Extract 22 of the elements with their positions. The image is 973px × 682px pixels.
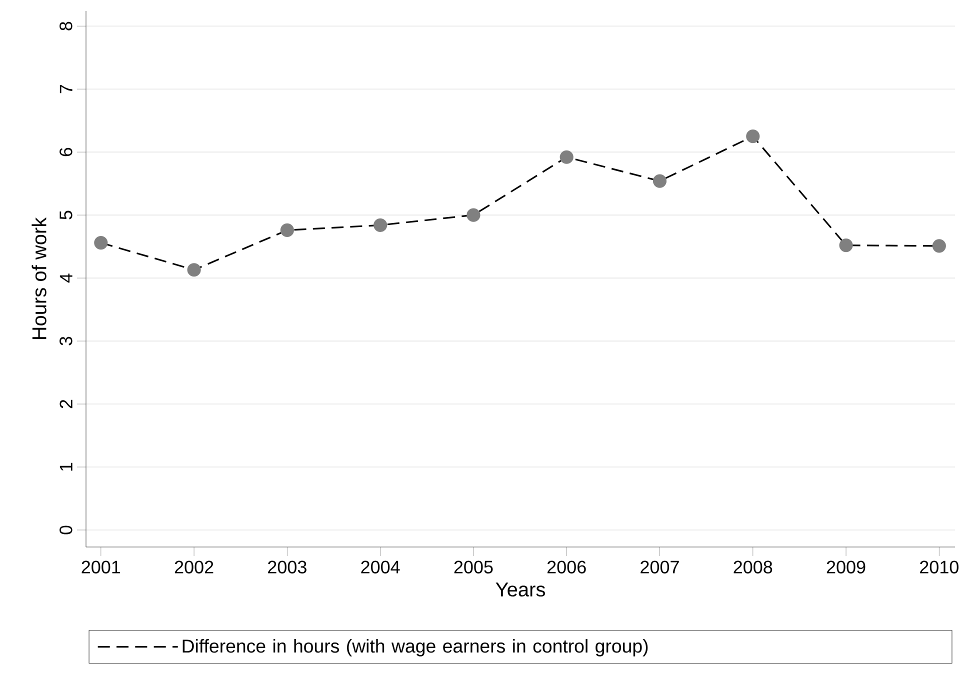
y-tick-label: 1: [60, 462, 72, 471]
y-axis-title: Hours of work: [32, 217, 46, 340]
y-tick-label: 4: [60, 274, 72, 283]
x-tick-label: 2007: [640, 560, 679, 574]
y-tick-label: 2: [60, 400, 72, 408]
x-tick-label: 2005: [454, 560, 493, 574]
y-tick-label: 6: [60, 148, 72, 156]
x-tick-label: 2001: [82, 560, 120, 574]
x-tick-label: 2010: [920, 560, 958, 574]
x-tick-label: 2002: [174, 560, 214, 574]
x-tick-label: 2008: [734, 560, 772, 574]
x-tick-label: 2003: [268, 560, 306, 574]
legend-label: Difference in hours (with wage earners in control group): [182, 639, 648, 656]
x-tick-label: 2006: [547, 560, 586, 574]
x-tick-label: 2009: [826, 560, 866, 574]
x-axis-title: Years: [496, 582, 545, 597]
y-tick-label: 5: [60, 210, 72, 220]
y-tick-label: 3: [60, 336, 72, 346]
x-tick-label: 2004: [361, 560, 400, 574]
y-tick-label: 0: [60, 526, 72, 534]
y-tick-label: 7: [60, 84, 72, 94]
y-tick-label: 8: [60, 22, 72, 30]
